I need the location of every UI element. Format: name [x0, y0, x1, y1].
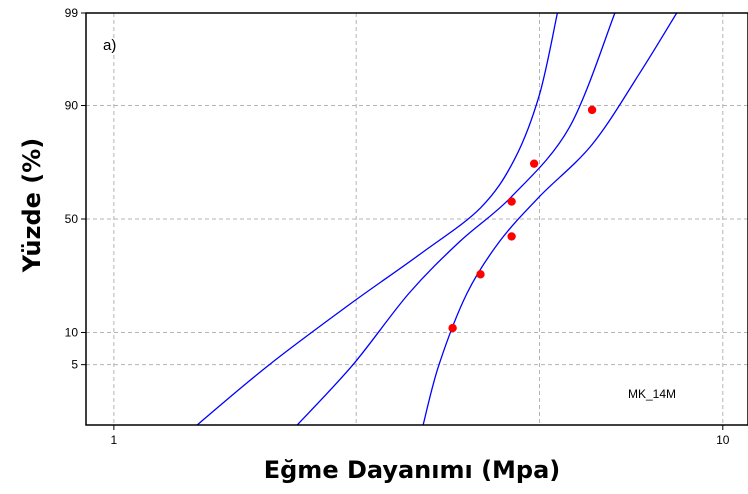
x-axis-ticks: 1 10: [111, 425, 730, 447]
data-point: [529, 159, 539, 168]
y-tick-label: 90: [65, 99, 79, 113]
y-axis-title: Yüzde (%): [18, 138, 46, 273]
x-axis-title: Eğme Dayanımı (Mpa): [264, 456, 561, 484]
grid-lines: [86, 13, 748, 425]
data-point: [448, 323, 457, 333]
data-point: [476, 270, 485, 279]
data-point: [587, 105, 597, 115]
y-tick-label: 5: [71, 358, 78, 372]
y-tick-label: 50: [65, 212, 79, 226]
y-axis-ticks: 5 10 50 90 99: [65, 6, 86, 372]
data-points: [448, 105, 597, 333]
upper-bound-line: [422, 13, 678, 425]
fit-and-confidence-lines: [196, 13, 678, 425]
y-tick-label: 10: [65, 325, 79, 339]
y-tick-label: 99: [65, 6, 79, 20]
lower-bound-line: [196, 13, 559, 425]
data-point: [507, 232, 516, 241]
panel-label: a): [103, 37, 116, 54]
x-tick-label: 1: [111, 433, 118, 447]
fit-line: [296, 13, 616, 425]
data-point: [507, 197, 516, 206]
series-annotation: MK_14M: [628, 387, 676, 401]
x-tick-label: 10: [716, 433, 730, 447]
